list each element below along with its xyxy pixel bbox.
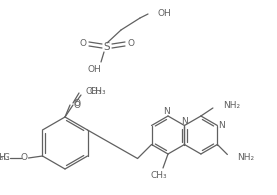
Text: N: N [218, 121, 225, 130]
Text: N: N [164, 107, 170, 116]
Text: N: N [181, 117, 188, 126]
Text: OH: OH [157, 9, 171, 18]
Text: O: O [79, 40, 86, 49]
Text: CH₃: CH₃ [85, 87, 102, 96]
Text: S: S [104, 42, 110, 52]
Text: CH₃: CH₃ [0, 153, 10, 162]
Text: NH₂: NH₂ [223, 102, 240, 111]
Text: H₃C: H₃C [0, 153, 10, 162]
Text: CH₃: CH₃ [89, 87, 106, 96]
Text: O: O [21, 153, 28, 162]
Text: O: O [73, 99, 81, 108]
Text: O: O [127, 40, 135, 49]
Text: NH₂: NH₂ [237, 153, 255, 162]
Text: O: O [73, 100, 80, 110]
Text: CH₃: CH₃ [151, 170, 167, 180]
Text: OH: OH [87, 66, 101, 74]
